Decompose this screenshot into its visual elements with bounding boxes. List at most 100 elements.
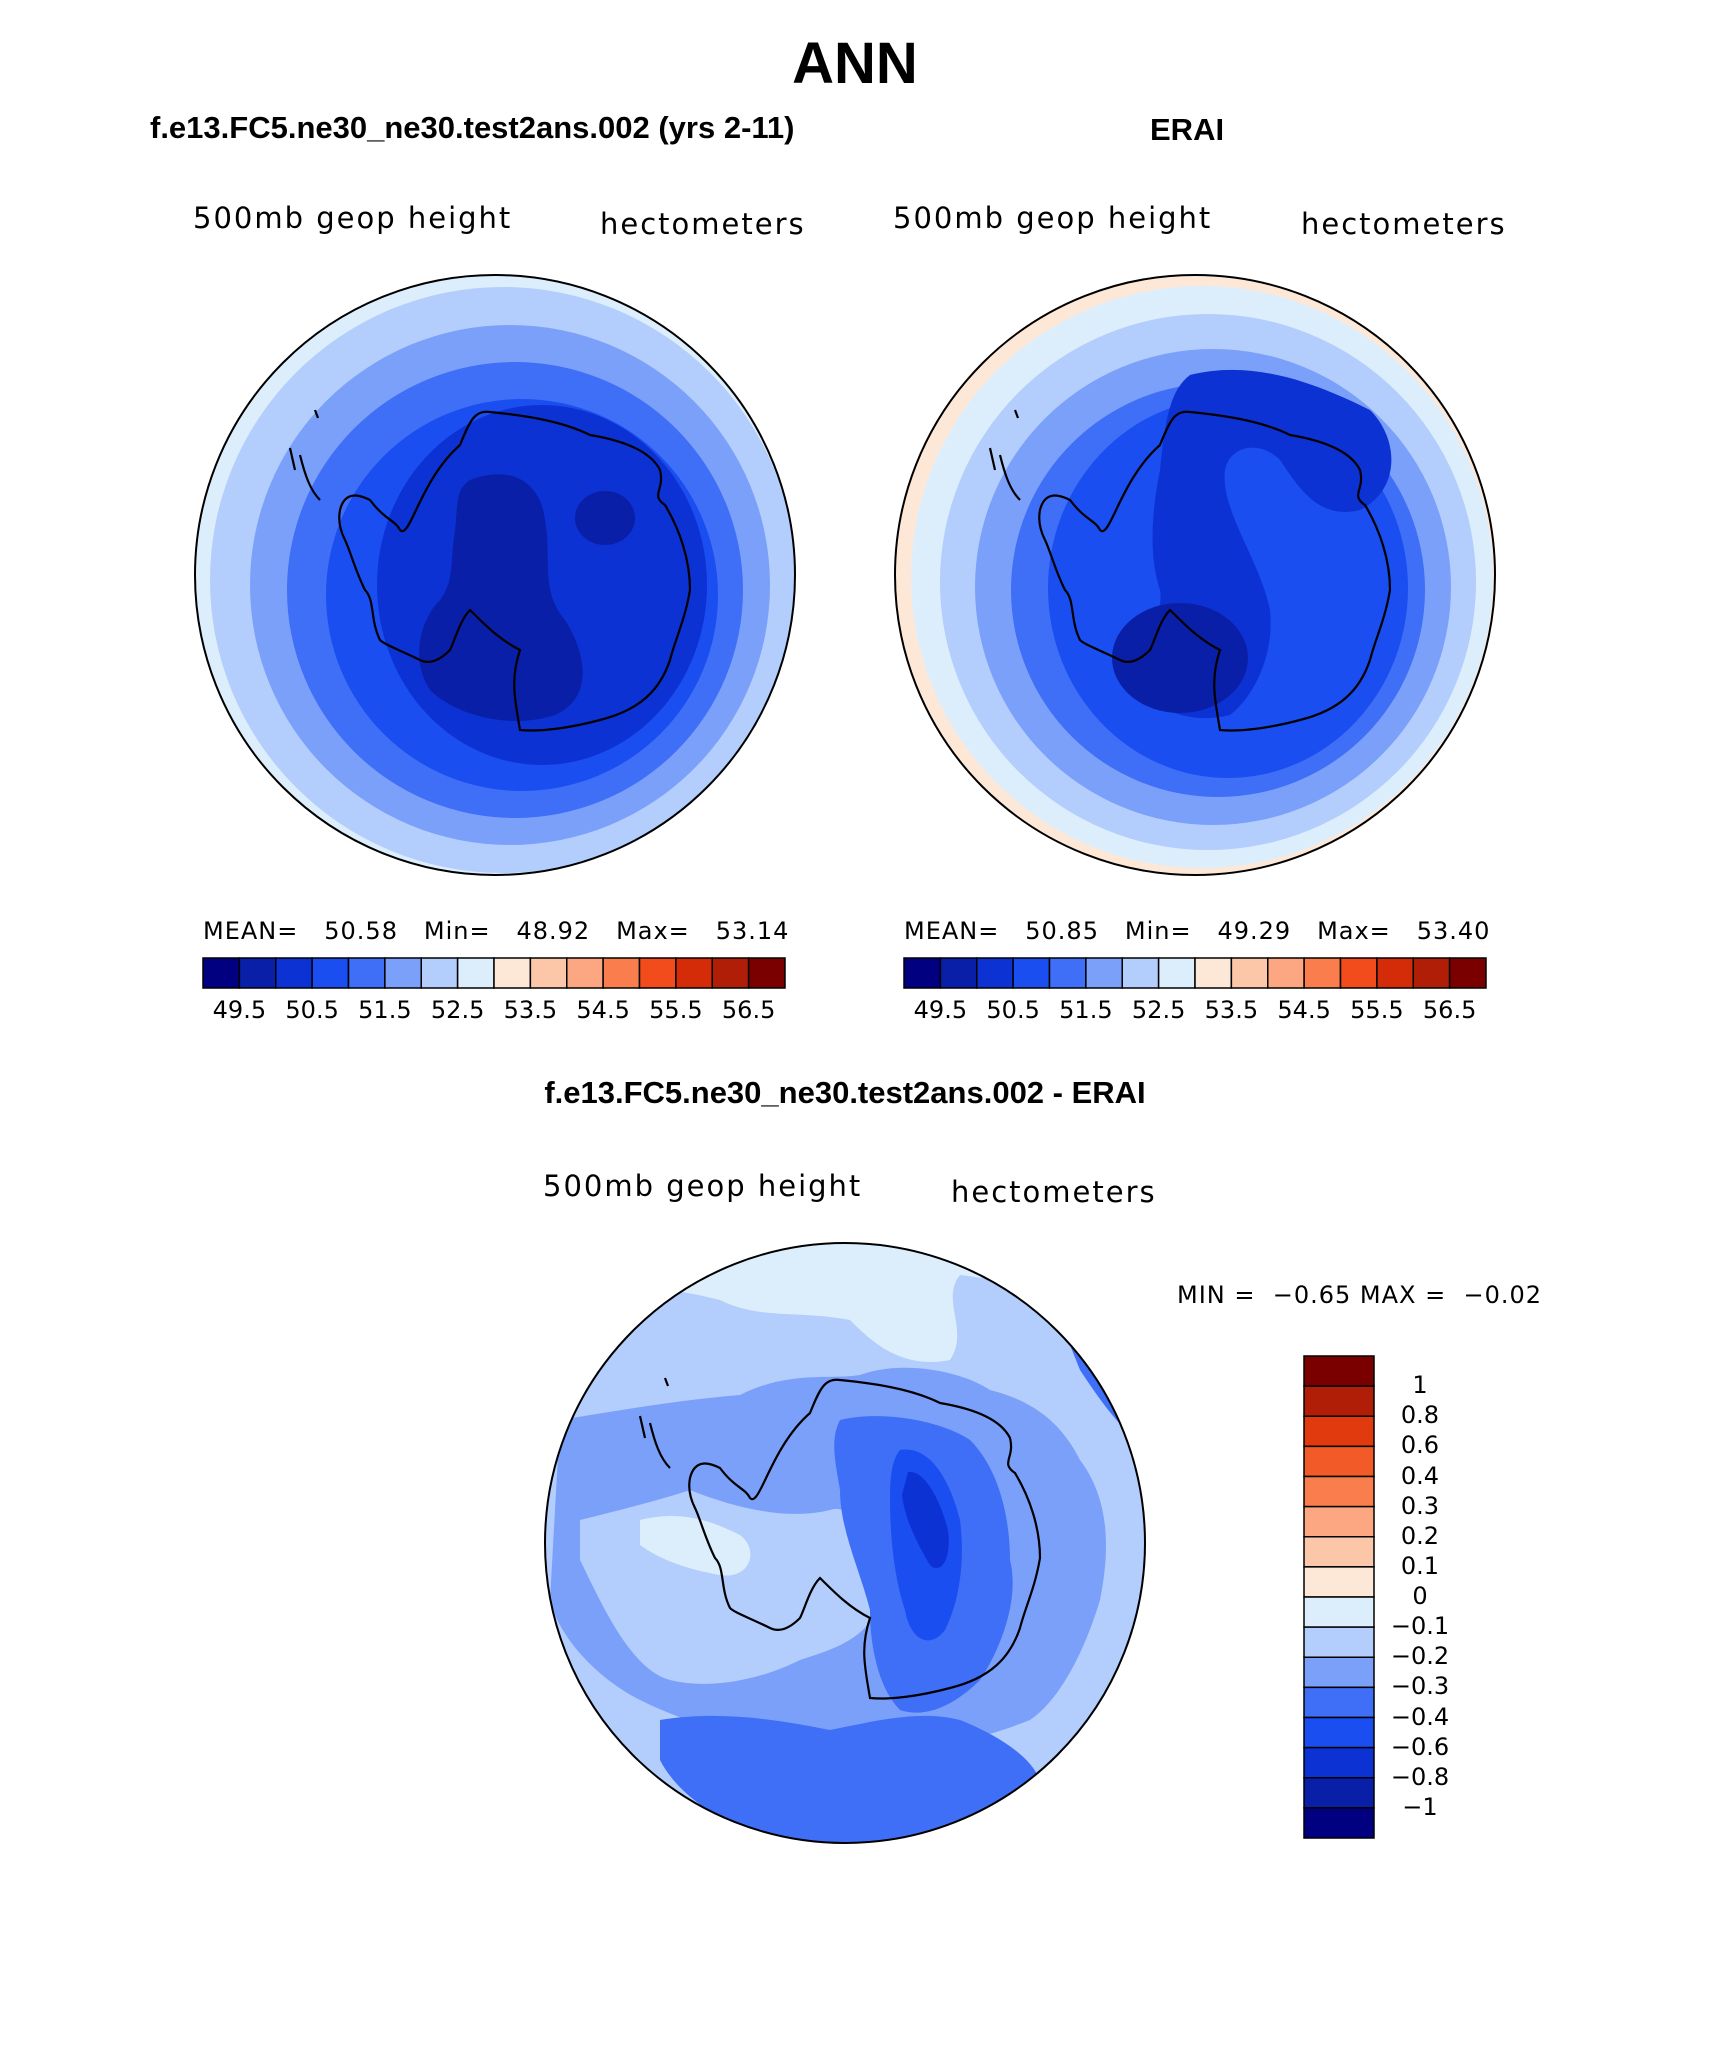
colorbar-tick-label: 0.8 (1400, 1401, 1440, 1430)
colorbar-swatch (675, 957, 713, 989)
colorbar-swatch (311, 957, 350, 989)
colorbar-swatch (1303, 1536, 1375, 1568)
map-obs (894, 274, 1496, 876)
colorbar-swatch (420, 957, 459, 989)
stats-mean-label: MEAN= (203, 917, 299, 945)
colorbar-swatch (1303, 1385, 1375, 1417)
colorbar-tick-label: 55.5 (649, 996, 703, 1024)
colorbar-tick-label: 1 (1412, 1371, 1428, 1400)
stats-model: MEAN= 50.58 Min= 48.92 Max= 53.14 (203, 917, 789, 945)
colorbar-swatch (1157, 957, 1196, 989)
colorbar-difference (1303, 1355, 1375, 1839)
colorbar-tick-label: 55.5 (1350, 996, 1404, 1024)
colorbar-swatch (1194, 957, 1233, 989)
colorbar-swatch (747, 957, 786, 989)
colorbar-tick-label: −0.4 (1390, 1702, 1450, 1731)
colorbar-tick-label: 51.5 (1059, 996, 1113, 1024)
stats-max-label: Max= (616, 917, 690, 945)
variable-label-model: 500mb geop height (193, 201, 513, 235)
stats-difference: MIN = −0.65 MAX = −0.02 (1177, 1281, 1543, 1309)
stats-min: 48.92 (516, 917, 591, 945)
colorbar-tick-label: 0.2 (1400, 1521, 1440, 1550)
colorbar-tick-label: 52.5 (1131, 996, 1186, 1024)
antarctica-coastline (1038, 410, 1392, 732)
colorbar-swatch (1448, 957, 1487, 989)
colorbar-swatch (347, 957, 386, 989)
stats-min-label: Min= (1124, 917, 1192, 945)
colorbar-swatch (1303, 1505, 1375, 1538)
colorbar-swatch (976, 957, 1014, 989)
colorbar-swatch (1230, 957, 1269, 989)
panel-title-model: f.e13.FC5.ne30_ne30.test2ans.002 (yrs 2-… (150, 110, 795, 145)
colorbar-model (202, 957, 786, 989)
colorbar-swatch (529, 957, 568, 989)
colorbar-tick-label: 0.6 (1400, 1431, 1440, 1460)
colorbar-swatch (1303, 1355, 1375, 1387)
colorbar-swatch (1303, 1445, 1375, 1478)
variable-label-difference: 500mb geop height (543, 1169, 863, 1203)
colorbar-swatch (493, 957, 532, 989)
colorbar-swatch (939, 957, 978, 989)
colorbar-tick-label: 52.5 (430, 996, 485, 1024)
colorbar-swatch (638, 957, 677, 989)
colorbar-swatch (238, 957, 277, 989)
colorbar-tick-label: 53.5 (503, 996, 558, 1024)
colorbar-swatch (1303, 1777, 1375, 1809)
colorbar-tick-label: 0.3 (1400, 1491, 1440, 1520)
antarctica-coastline (338, 410, 692, 732)
colorbar-swatch (1121, 957, 1160, 989)
colorbar-swatch (602, 957, 641, 989)
colorbar-swatch (202, 957, 241, 989)
colorbar-swatch (1303, 1807, 1375, 1839)
colorbar-tick-label: 0 (1412, 1582, 1428, 1610)
map-difference (544, 1242, 1146, 1844)
stats-max-label: Max= (1317, 917, 1391, 945)
stats-mean: 50.58 (324, 917, 398, 945)
colorbar-swatch (1376, 957, 1414, 989)
colorbar-swatch (275, 957, 313, 989)
colorbar-swatch (384, 957, 422, 989)
colorbar-swatch (456, 957, 495, 989)
colorbar-swatch (711, 957, 750, 989)
colorbar-tick-label: −0.2 (1390, 1642, 1450, 1671)
colorbar-tick-label: −0.8 (1390, 1762, 1450, 1791)
panel-title-difference: f.e13.FC5.ne30_ne30.test2ans.002 - ERAI (544, 1075, 1146, 1110)
colorbar-tick-label: −1 (1402, 1792, 1438, 1821)
colorbar-swatch (566, 957, 604, 989)
colorbar-swatch (1303, 957, 1342, 989)
stats-mean: 50.85 (1025, 917, 1099, 945)
units-label-difference: hectometers (951, 1175, 1157, 1209)
colorbar-tick-label: 54.5 (1277, 996, 1331, 1024)
colorbar-swatch (1085, 957, 1123, 989)
map-model (194, 274, 796, 876)
stats-obs: MEAN= 50.85 Min= 49.29 Max= 53.40 (904, 917, 1490, 945)
panel-title-obs: ERAI (1150, 112, 1225, 147)
colorbar-tick-label: 56.5 (721, 996, 776, 1024)
stats-max: 53.40 (1416, 917, 1491, 945)
colorbar-swatch (1303, 1686, 1375, 1719)
colorbar-tick-label: 0.4 (1400, 1461, 1440, 1490)
colorbar-swatch (1048, 957, 1087, 989)
colorbar-tick-label: −0.6 (1390, 1732, 1450, 1761)
colorbar-tick-label: −0.3 (1390, 1672, 1450, 1701)
colorbar-tick-label: 50.5 (986, 996, 1040, 1024)
colorbar-tick-label: 0.1 (1400, 1551, 1440, 1580)
colorbar-obs (903, 957, 1487, 989)
colorbar-tick-label: 54.5 (576, 996, 630, 1024)
main-title: ANN (792, 31, 918, 96)
colorbar-swatch (1303, 1566, 1375, 1598)
colorbar-swatch (1303, 1656, 1375, 1689)
colorbar-swatch (1303, 1415, 1375, 1448)
units-label-model: hectometers (600, 207, 806, 241)
colorbar-swatch (1339, 957, 1378, 989)
variable-label-obs: 500mb geop height (893, 201, 1213, 235)
colorbar-swatch (1303, 1596, 1375, 1628)
colorbar-tick-label: 49.5 (913, 996, 968, 1024)
colorbar-swatch (1303, 1716, 1375, 1749)
stats-max: 53.14 (715, 917, 790, 945)
colorbar-tick-label: 50.5 (285, 996, 339, 1024)
colorbar-swatch (1412, 957, 1451, 989)
colorbar-tick-label: 53.5 (1204, 996, 1259, 1024)
colorbar-swatch (1267, 957, 1305, 989)
